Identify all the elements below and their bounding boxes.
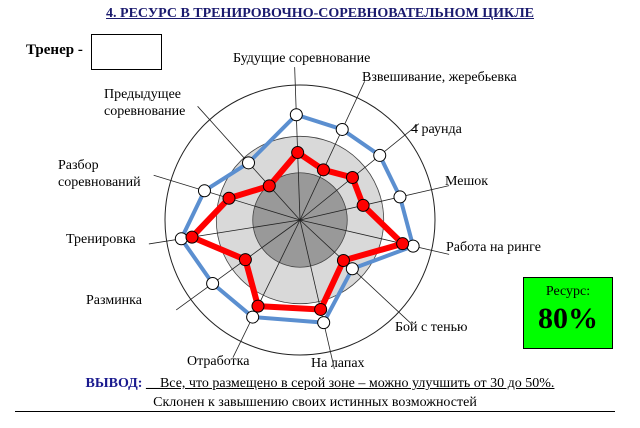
axis-label: На лапах <box>311 356 365 371</box>
conclusion-label: ВЫВОД: <box>85 376 143 391</box>
resource-box: Ресурс: 80% <box>523 277 613 349</box>
data-point <box>262 179 276 193</box>
data-point <box>238 253 252 267</box>
axis-label: Предыдущее соревнование <box>104 87 186 119</box>
data-point <box>291 146 305 160</box>
axis-spoke <box>175 219 301 311</box>
axis-label: Разбор соревнований <box>58 158 141 190</box>
axis-label: Тренировка <box>66 232 136 247</box>
axis-label: Взвешивание, жеребьевка <box>362 70 517 85</box>
axis-label: Бой с тенью <box>395 320 468 335</box>
axis-label: Разминка <box>86 293 142 308</box>
axis-spoke <box>299 185 450 221</box>
axis-label: 4 раунда <box>411 122 462 137</box>
data-point <box>222 191 236 205</box>
axis-label: Будущие соревнование <box>233 51 371 66</box>
data-point <box>197 184 211 198</box>
coach-label: Тренер - <box>26 42 83 58</box>
axis-label: Мешок <box>445 174 489 189</box>
axis-spoke <box>299 123 420 221</box>
axis-spoke <box>299 81 366 221</box>
resource-label: Ресурс: <box>545 284 591 299</box>
data-point <box>185 230 199 244</box>
data-point <box>336 254 350 268</box>
axis-spoke <box>294 67 301 221</box>
axis-spoke <box>299 219 450 255</box>
data-point <box>345 262 359 276</box>
data-point <box>242 156 256 170</box>
data-point <box>356 198 370 212</box>
data-point <box>316 163 330 177</box>
axis-spoke <box>232 219 301 358</box>
coach-field[interactable] <box>91 34 162 70</box>
conclusion: ВЫВОД: __Все, что размещено в серой зоне… <box>0 376 640 392</box>
data-point <box>406 239 420 253</box>
data-point <box>206 276 220 290</box>
axis-spoke <box>148 219 301 245</box>
data-point <box>314 302 328 316</box>
data-point <box>345 171 359 185</box>
conclusion-text: __Все, что размещено в серой зоне – можн… <box>145 376 555 391</box>
axis-label: Отработка <box>187 354 250 369</box>
data-point <box>246 310 260 324</box>
resource-value: 80% <box>538 302 598 335</box>
data-point <box>393 190 407 204</box>
data-point <box>174 232 188 246</box>
data-point <box>289 108 303 122</box>
data-point <box>396 237 410 251</box>
conclusion-text-2: Склонен к завышению своих истинных возмо… <box>15 395 615 412</box>
data-point <box>251 299 265 313</box>
data-point <box>373 148 387 162</box>
data-point <box>317 316 331 330</box>
axis-spoke <box>299 219 335 370</box>
page-title: 4. РЕСУРС В ТРЕНИРОВОЧНО-СОРЕВНОВАТЕЛЬНО… <box>106 6 534 21</box>
axis-label: Работа на ринге <box>446 240 541 255</box>
data-point <box>335 122 349 136</box>
